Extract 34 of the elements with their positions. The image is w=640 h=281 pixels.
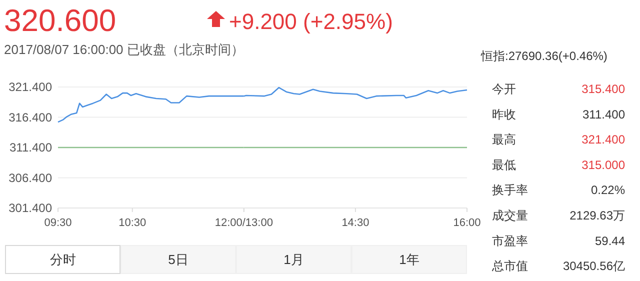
y-tick-label: 301.400 bbox=[8, 201, 52, 215]
text: 恒指:27690.36(+0.46%) bbox=[480, 49, 608, 63]
text: 总市值 bbox=[491, 259, 528, 274]
text: 321.400 bbox=[582, 132, 626, 147]
text: 最高 bbox=[492, 132, 516, 147]
text: 1月 bbox=[284, 252, 304, 267]
text: 市盈率 bbox=[492, 234, 528, 248]
text: 5日 bbox=[168, 252, 188, 267]
x-tick-label: 14:30 bbox=[342, 217, 370, 229]
text: 今开 bbox=[492, 82, 516, 96]
text: 换手率 bbox=[492, 183, 528, 198]
x-tick-label: 09:30 bbox=[44, 217, 72, 229]
text: 分时 bbox=[50, 252, 76, 267]
text: 昨收 bbox=[492, 107, 516, 122]
x-tick-label: 16:00 bbox=[453, 217, 481, 229]
chart-title: 320.600 bbox=[4, 3, 116, 38]
text: 30450.56亿 bbox=[562, 259, 625, 274]
text: +9.200 (+2.95%) bbox=[229, 9, 393, 34]
x-tick-label: 10:30 bbox=[118, 217, 146, 229]
text: 311.400 bbox=[582, 107, 626, 122]
text: 315.400 bbox=[582, 82, 626, 96]
text: 1年 bbox=[399, 252, 420, 267]
text: 2017/08/07 16:00:00 已收盘（北京时间） bbox=[4, 42, 244, 57]
text: 最低 bbox=[492, 158, 516, 172]
y-tick-label: 321.400 bbox=[8, 80, 52, 94]
text: 成交量 bbox=[492, 208, 528, 222]
text: 59.44 bbox=[594, 234, 626, 248]
text: 0.22% bbox=[590, 183, 626, 198]
y-tick-label: 311.400 bbox=[10, 140, 52, 154]
x-tick-label: 12:00/13:00 bbox=[214, 217, 273, 229]
text: 315.000 bbox=[582, 158, 626, 172]
text: 2129.63万 bbox=[570, 208, 625, 222]
y-tick-label: 316.400 bbox=[8, 110, 52, 124]
y-tick-label: 306.400 bbox=[8, 170, 52, 185]
